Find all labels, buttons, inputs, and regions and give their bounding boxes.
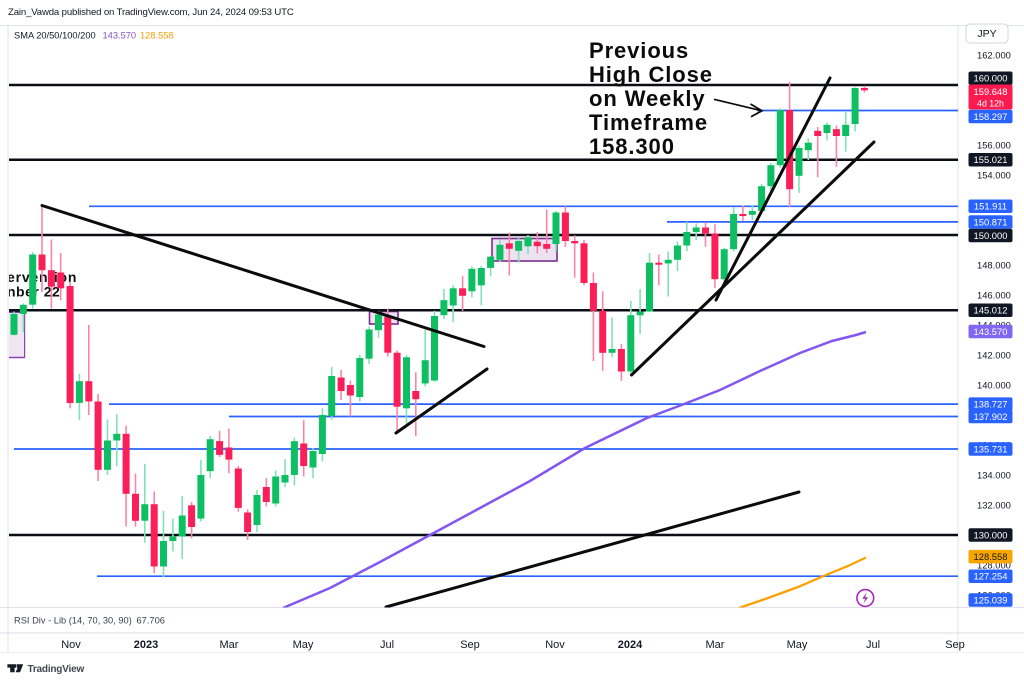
svg-text:on Weekly: on Weekly — [589, 86, 706, 111]
svg-text:JPY: JPY — [977, 28, 996, 40]
svg-text:142.000: 142.000 — [977, 350, 1011, 361]
svg-text:Jul: Jul — [866, 639, 880, 651]
svg-text:135.731: 135.731 — [974, 444, 1008, 455]
svg-text:Mar: Mar — [706, 639, 725, 651]
svg-text:155.021: 155.021 — [974, 154, 1008, 165]
svg-text:151.911: 151.911 — [974, 201, 1007, 212]
svg-text:146.000: 146.000 — [977, 290, 1011, 301]
svg-text:4d 12h: 4d 12h — [977, 99, 1004, 109]
svg-text:137.902: 137.902 — [974, 411, 1008, 422]
svg-text:May: May — [293, 639, 314, 651]
svg-text:145.012: 145.012 — [974, 305, 1008, 316]
svg-text:162.000: 162.000 — [977, 50, 1011, 61]
svg-text:Previous: Previous — [589, 38, 689, 63]
svg-text:Jul: Jul — [380, 639, 394, 651]
svg-text:Nov: Nov — [545, 639, 565, 651]
svg-text:67.706: 67.706 — [137, 616, 165, 626]
svg-text:Zain_Vawda published on Tradin: Zain_Vawda published on TradingView.com,… — [8, 7, 294, 18]
svg-text:Mar: Mar — [220, 639, 239, 651]
svg-text:158.300: 158.300 — [589, 134, 675, 159]
svg-text:Nov: Nov — [61, 639, 81, 651]
svg-text:132.000: 132.000 — [977, 500, 1011, 511]
svg-text:138.727: 138.727 — [974, 399, 1008, 410]
svg-text:150.871: 150.871 — [974, 216, 1008, 227]
svg-text:140.000: 140.000 — [977, 380, 1011, 391]
svg-text:127.254: 127.254 — [974, 571, 1008, 582]
svg-text:RSI Div - Lib (14, 70, 30, 90): RSI Div - Lib (14, 70, 30, 90) — [14, 616, 132, 626]
svg-text:158.297: 158.297 — [974, 111, 1008, 122]
svg-text:134.000: 134.000 — [977, 470, 1011, 481]
svg-text:148.000: 148.000 — [977, 260, 1011, 271]
svg-text:150.000: 150.000 — [974, 230, 1008, 241]
svg-text:156.000: 156.000 — [977, 140, 1011, 151]
svg-text:130.000: 130.000 — [974, 530, 1008, 541]
svg-text:May: May — [787, 639, 808, 651]
svg-text:128.000: 128.000 — [977, 560, 1011, 571]
svg-text:2024: 2024 — [618, 639, 643, 651]
svg-text:SMA 20/50/100/200: SMA 20/50/100/200 — [14, 31, 96, 41]
svg-text:143.570: 143.570 — [103, 31, 137, 41]
svg-text:128.558: 128.558 — [140, 31, 174, 41]
svg-text:154.000: 154.000 — [977, 170, 1011, 181]
svg-text:TradingView: TradingView — [28, 664, 85, 675]
svg-text:Sep: Sep — [945, 639, 965, 651]
svg-text:Sep: Sep — [460, 639, 480, 651]
svg-text:128.558: 128.558 — [974, 551, 1008, 562]
svg-text:143.570: 143.570 — [974, 326, 1008, 337]
svg-text:Timeframe: Timeframe — [589, 110, 708, 135]
svg-text:High Close: High Close — [589, 62, 713, 87]
svg-text:160.000: 160.000 — [974, 73, 1008, 84]
svg-text:159.648: 159.648 — [974, 86, 1008, 97]
svg-text:125.039: 125.039 — [974, 595, 1008, 606]
svg-text:2023: 2023 — [134, 639, 158, 651]
